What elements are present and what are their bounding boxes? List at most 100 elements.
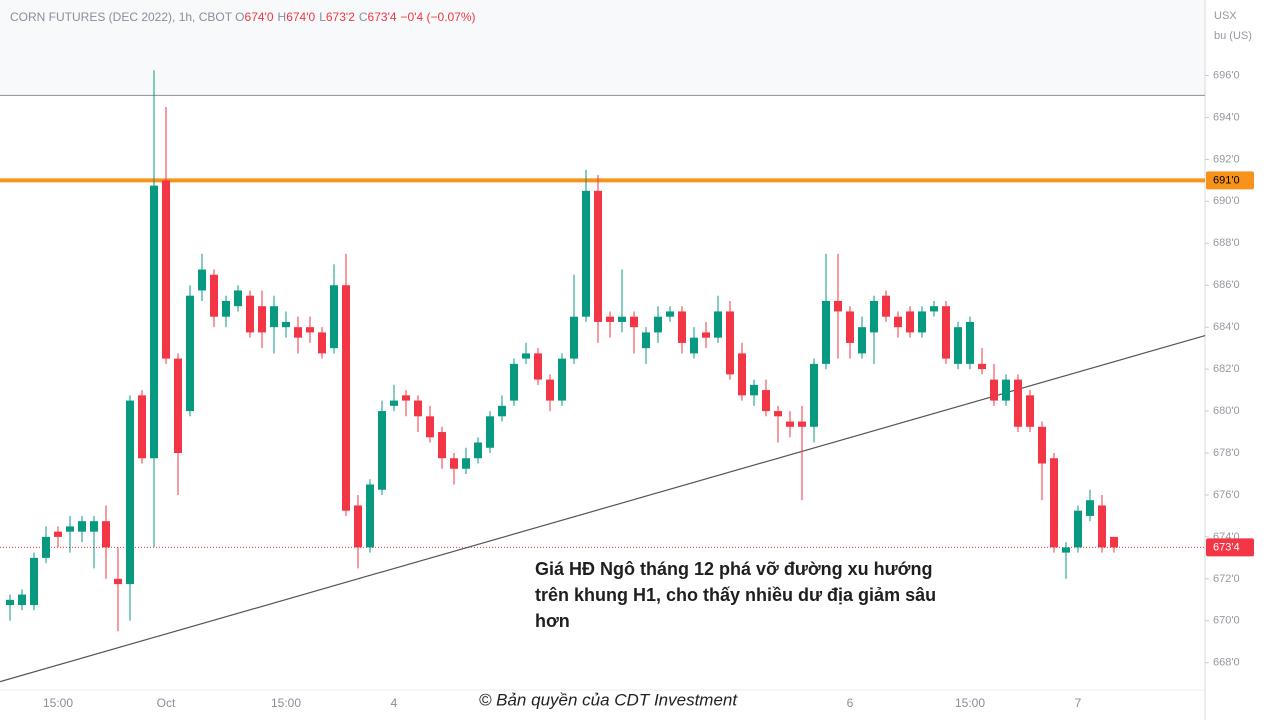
candle-body (414, 400, 422, 417)
candle-body (486, 416, 494, 448)
candle-body (1098, 505, 1106, 548)
ohlc-label: O (235, 10, 245, 24)
unit-label: bu (US) (1214, 30, 1252, 42)
y-tick-label: 692'0 (1213, 153, 1240, 165)
y-tick-label: 670'0 (1213, 615, 1240, 627)
candle-body (738, 353, 746, 396)
candle-body (378, 411, 386, 490)
candle-body (918, 311, 926, 333)
candle-body (294, 327, 302, 338)
y-tick-label: 690'0 (1213, 195, 1240, 207)
candle-body (510, 363, 518, 401)
candle-body (774, 411, 782, 417)
ohlc-value: 674'0 (244, 10, 274, 24)
candle-body (702, 332, 710, 338)
price-badge (1206, 538, 1254, 557)
candle-body (30, 557, 38, 606)
candle-body (522, 353, 530, 359)
ohlc-value: 673'2 (325, 10, 355, 24)
candle-body (270, 306, 278, 328)
header: CORN FUTURES (DEC 2022), 1h, CBOT O674'0… (10, 10, 480, 24)
candle-body (198, 269, 206, 291)
ohlc-label: C (358, 10, 368, 24)
candle-body (534, 353, 542, 380)
candle-body (930, 306, 938, 312)
candle-body (558, 358, 566, 401)
x-tick-label: Oct (157, 696, 176, 710)
candle-body (618, 316, 626, 322)
candle-body (642, 332, 650, 349)
ohlc-label: H (277, 10, 287, 24)
candle-body (450, 458, 458, 469)
candle-body (870, 300, 878, 333)
price-badge-label: 691'0 (1213, 174, 1240, 186)
y-tick-label: 684'0 (1213, 321, 1240, 333)
annotation: Giá HĐ Ngô tháng 12 phá vỡ đường xu hướn… (535, 559, 932, 579)
y-tick-label: 678'0 (1213, 447, 1240, 459)
candle-body (330, 285, 338, 349)
candle-body (1038, 426, 1046, 464)
candle-body (1002, 379, 1010, 401)
y-tick-label: 668'0 (1213, 657, 1240, 669)
candle-body (846, 311, 854, 343)
candle-body (606, 316, 614, 322)
candle-body (186, 295, 194, 412)
header-band (0, 0, 1205, 96)
candle-body (594, 190, 602, 322)
copyright: © Bản quyền của CDT Investment (479, 690, 738, 709)
y-tick-label: 696'0 (1213, 69, 1240, 81)
candle-body (822, 300, 830, 364)
x-tick-label: 4 (391, 696, 398, 710)
candle-body (882, 295, 890, 317)
candle-body (42, 536, 50, 558)
candle-body (426, 416, 434, 438)
candle-body (750, 384, 758, 396)
candle-body (78, 521, 86, 532)
candle-body (1026, 395, 1034, 427)
candle-body (546, 379, 554, 401)
y-tick-label: 694'0 (1213, 111, 1240, 123)
candle-body (498, 405, 506, 417)
candle-body (1050, 458, 1058, 548)
candle-body (174, 358, 182, 454)
candle-body (54, 531, 62, 537)
candle-body (954, 327, 962, 364)
candle-body (1074, 510, 1082, 548)
ohlc-label: L (319, 10, 326, 24)
candle-body (834, 300, 842, 312)
candle-body (906, 311, 914, 333)
price-badge (1206, 171, 1254, 190)
y-tick-label: 682'0 (1213, 363, 1240, 375)
y-tick-label: 688'0 (1213, 237, 1240, 249)
candle-body (714, 311, 722, 338)
y-tick-label: 676'0 (1213, 489, 1240, 501)
candle-body (654, 316, 662, 333)
candle-body (150, 185, 158, 459)
x-tick-label: 15:00 (271, 696, 301, 710)
candle-body (858, 327, 866, 354)
price-badge-label: 673'4 (1213, 541, 1240, 553)
candle-body (1110, 536, 1118, 548)
annotation: trên khung H1, cho thấy nhiều dư địa giả… (535, 585, 936, 605)
candle-body (810, 363, 818, 427)
ohlc-value: 674'0 (286, 10, 316, 24)
candle-body (1086, 500, 1094, 516)
candle-body (342, 285, 350, 511)
candle-body (18, 594, 26, 606)
candle-body (942, 306, 950, 359)
candle-body (762, 390, 770, 412)
annotation: hơn (535, 611, 570, 631)
candle-body (102, 521, 110, 548)
candle-body (126, 400, 134, 585)
x-tick-label: 15:00 (43, 696, 73, 710)
ohlc-value: 673'4 (367, 10, 397, 24)
y-tick-label: 686'0 (1213, 279, 1240, 291)
candle-body (390, 400, 398, 406)
candle-body (318, 332, 326, 354)
candle-body (246, 295, 254, 333)
candle-body (366, 484, 374, 548)
candle-body (438, 432, 446, 459)
candle-body (1062, 547, 1070, 553)
